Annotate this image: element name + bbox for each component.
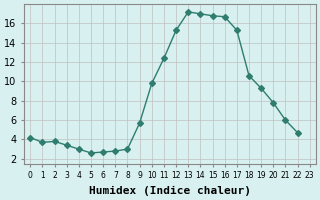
X-axis label: Humidex (Indice chaleur): Humidex (Indice chaleur) xyxy=(89,186,251,196)
